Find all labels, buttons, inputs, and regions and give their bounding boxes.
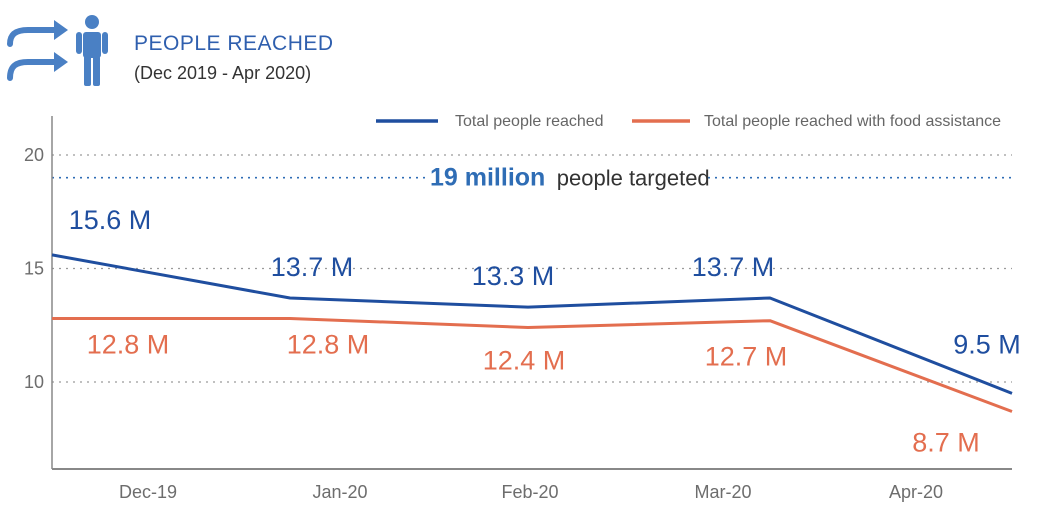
legend-label-0: Total people reached — [455, 113, 604, 130]
data-label: 8.7 M — [912, 428, 980, 458]
series-line-1 — [52, 316, 1013, 413]
x-tick-label: Feb-20 — [501, 482, 558, 502]
data-label: 13.7 M — [271, 252, 354, 282]
x-tick-label: Jan-20 — [312, 482, 367, 502]
x-tick-label: Apr-20 — [889, 482, 943, 502]
y-tick-label-20: 20 — [24, 145, 44, 165]
x-tick-label: Mar-20 — [694, 482, 751, 502]
target-description: people targeted — [557, 166, 710, 191]
series — [51, 253, 1013, 413]
y-tick-label-15: 15 — [24, 259, 44, 279]
people-reached-icon — [7, 15, 108, 86]
legend-label-1: Total people reached with food assistanc… — [704, 113, 1001, 130]
axes: 10 15 20 Dec-19 Jan-20 Feb-20 Mar-20 Apr-20 — [24, 116, 1012, 502]
chart-header: PEOPLE REACHED (Dec 2019 - Apr 2020) — [0, 0, 1048, 100]
data-label: 12.8 M — [87, 329, 170, 359]
chart-title: PEOPLE REACHED — [134, 32, 334, 55]
data-label: 12.8 M — [287, 329, 370, 359]
data-label: 15.6 M — [69, 205, 152, 235]
data-label: 9.5 M — [953, 329, 1021, 359]
target-line-group: 19 million people targeted — [52, 164, 1012, 192]
target-value-label: 19 million — [430, 164, 545, 192]
y-tick-label-10: 10 — [24, 372, 44, 392]
legend: Total people reached Total people reached… — [376, 113, 1001, 130]
data-label: 13.7 M — [692, 252, 775, 282]
series-line-0 — [51, 253, 1013, 395]
data-labels: 15.6 M 13.7 M 13.3 M 13.7 M 9.5 M 12.8 M 12.8 … — [69, 205, 1021, 458]
gridlines — [52, 154, 1012, 383]
target-annotation: 19 million people targeted — [430, 164, 710, 192]
data-label: 13.3 M — [472, 261, 555, 291]
x-tick-label: Dec-19 — [119, 482, 177, 502]
data-label: 12.4 M — [483, 346, 566, 376]
data-label: 12.7 M — [705, 342, 788, 372]
chart-subtitle: (Dec 2019 - Apr 2020) — [134, 63, 312, 83]
